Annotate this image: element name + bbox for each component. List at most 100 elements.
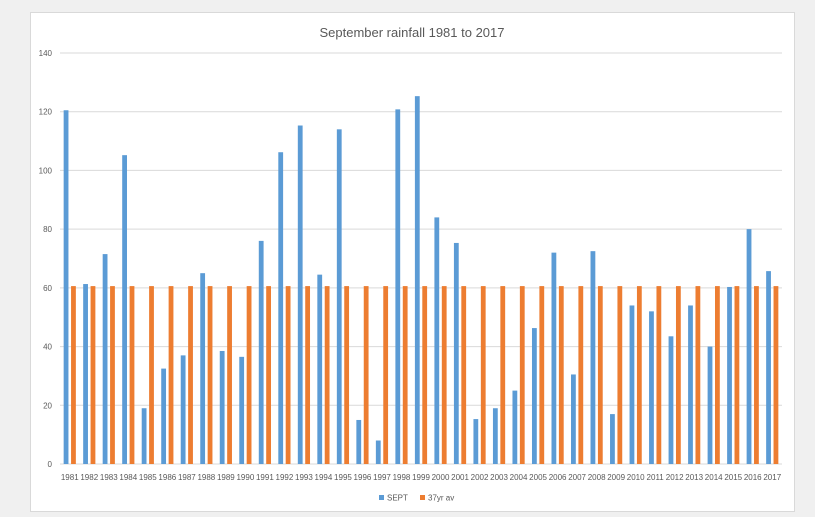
bar-sept	[200, 273, 206, 464]
bar-sept	[219, 350, 225, 464]
bar-37yr-av	[402, 286, 408, 464]
bar-sept	[63, 110, 69, 464]
bar-37yr-av	[188, 286, 193, 464]
bar-sept	[258, 240, 264, 464]
bar-37yr-av	[500, 286, 506, 464]
x-tick-label: 1996	[354, 473, 372, 482]
bar-37yr-av	[558, 286, 564, 464]
bar-sept	[102, 254, 108, 464]
bar-sept	[492, 408, 498, 464]
x-tick-label: 1988	[197, 473, 215, 482]
x-tick-label: 1985	[139, 473, 157, 482]
bar-37yr-av	[773, 286, 779, 464]
x-tick-label: 1982	[80, 473, 98, 482]
bar-37yr-av	[246, 286, 252, 464]
x-tick-label: 2014	[705, 473, 723, 482]
bar-37yr-av	[266, 286, 271, 464]
bar-sept	[571, 374, 576, 464]
bar-37yr-av	[480, 286, 486, 464]
x-tick-label: 2005	[529, 473, 547, 482]
bar-sept	[707, 346, 713, 464]
bar-sept	[161, 368, 167, 464]
x-tick-label: 2017	[763, 473, 781, 482]
legend-swatch	[420, 495, 425, 500]
bar-37yr-av	[754, 286, 759, 464]
bar-sept	[180, 355, 186, 464]
bar-37yr-av	[422, 286, 428, 464]
bar-sept	[610, 414, 615, 464]
bar-37yr-av	[90, 286, 96, 464]
legend-label: SEPT	[387, 494, 408, 503]
bar-37yr-av	[617, 286, 623, 464]
x-tick-label: 2007	[568, 473, 586, 482]
bar-sept	[590, 251, 596, 464]
bar-37yr-av	[324, 286, 330, 464]
y-tick-label: 20	[43, 401, 52, 410]
bar-37yr-av	[383, 286, 389, 464]
y-tick-label: 60	[43, 284, 52, 293]
x-tick-label: 1994	[315, 473, 333, 482]
bar-sept	[551, 252, 557, 464]
y-axis-ticks: 0 20 40 60 80 100 120 140	[39, 49, 53, 469]
bar-sept	[356, 419, 362, 464]
x-tick-label: 1998	[393, 473, 411, 482]
x-tick-label: 1983	[100, 473, 118, 482]
y-tick-label: 80	[43, 225, 52, 234]
bar-37yr-av	[441, 286, 447, 464]
bar-37yr-av	[71, 286, 76, 464]
bar-37yr-av	[656, 286, 662, 464]
bars	[63, 96, 779, 465]
x-tick-label: 1981	[61, 473, 79, 482]
bar-sept	[473, 419, 479, 464]
bar-37yr-av	[715, 286, 720, 464]
bar-37yr-av	[363, 286, 369, 464]
x-tick-label: 1995	[334, 473, 352, 482]
bar-37yr-av	[129, 286, 135, 464]
bar-37yr-av	[305, 286, 311, 464]
bar-sept	[297, 125, 303, 464]
bar-sept	[141, 408, 147, 464]
x-tick-label: 2000	[432, 473, 450, 482]
bar-sept	[317, 274, 323, 464]
bar-37yr-av	[695, 286, 701, 464]
bar-sept	[122, 155, 127, 465]
x-tick-label: 2015	[724, 473, 742, 482]
x-tick-label: 2012	[666, 473, 684, 482]
x-tick-label: 2010	[627, 473, 645, 482]
x-tick-label: 2016	[744, 473, 762, 482]
bar-sept	[727, 286, 732, 464]
chart-title: September rainfall 1981 to 2017	[319, 25, 504, 40]
bar-37yr-av	[734, 286, 740, 464]
bar-sept	[375, 440, 381, 464]
bar-sept	[278, 152, 284, 464]
bar-sept	[688, 305, 693, 464]
x-tick-label: 2008	[588, 473, 606, 482]
bar-sept	[512, 390, 518, 464]
y-tick-label: 0	[48, 460, 53, 469]
bar-sept	[336, 129, 342, 465]
bar-sept	[629, 305, 635, 464]
x-tick-label: 2003	[490, 473, 508, 482]
bar-37yr-av	[519, 286, 525, 464]
x-tick-label: 1989	[217, 473, 235, 482]
bar-37yr-av	[539, 286, 545, 464]
x-tick-label: 2006	[549, 473, 567, 482]
x-tick-label: 1984	[119, 473, 137, 482]
chart-area	[30, 12, 795, 512]
x-tick-label: 1987	[178, 473, 196, 482]
bar-sept	[434, 217, 440, 464]
bar-37yr-av	[578, 286, 584, 464]
bar-sept	[414, 96, 420, 464]
x-tick-label: 1999	[412, 473, 430, 482]
x-tick-label: 1997	[373, 473, 391, 482]
legend-label: 37yr av	[428, 494, 454, 503]
bar-37yr-av	[461, 286, 467, 464]
bar-37yr-av	[675, 286, 681, 464]
bar-sept	[766, 271, 771, 464]
y-tick-label: 100	[39, 166, 53, 175]
gridlines	[60, 52, 782, 465]
bar-37yr-av	[285, 286, 291, 464]
legend: SEPT 37yr av	[379, 494, 454, 503]
y-tick-label: 140	[39, 49, 53, 58]
